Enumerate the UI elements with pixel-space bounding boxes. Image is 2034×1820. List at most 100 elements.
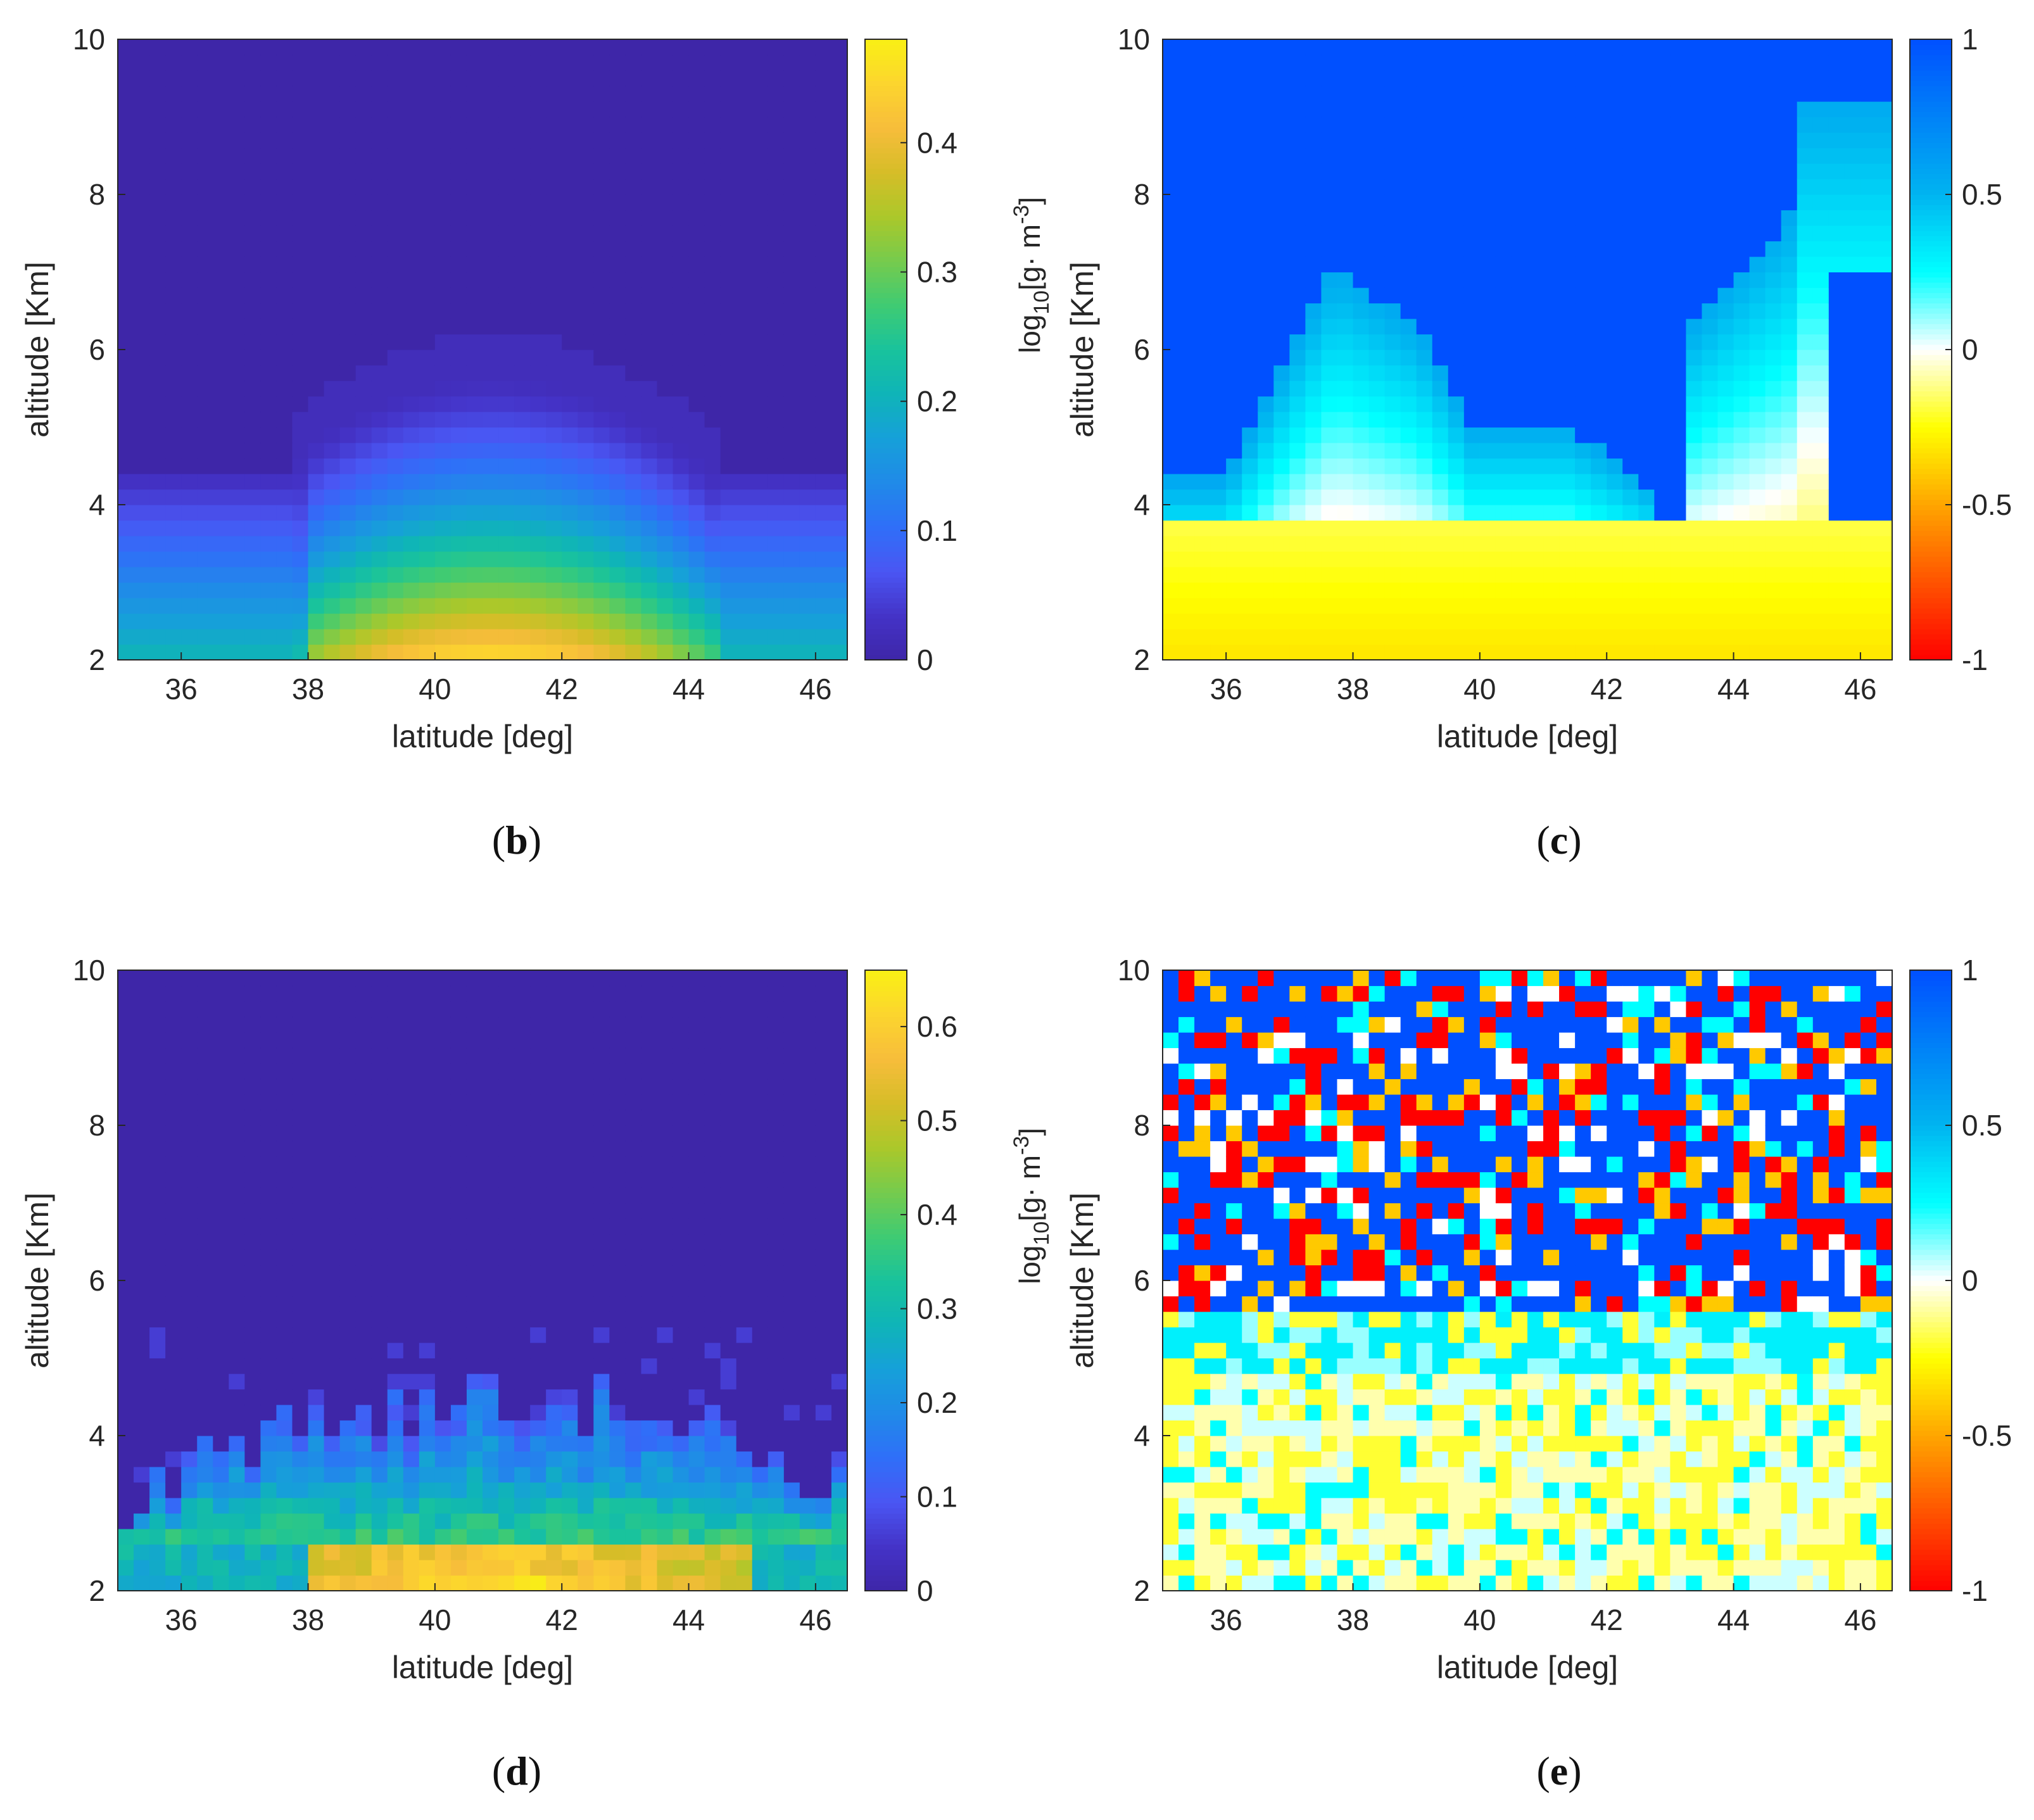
heatmap-cell (578, 567, 594, 583)
heatmap-cell (434, 225, 452, 242)
heatmap-cell (1163, 613, 1179, 629)
heatmap-cell (450, 365, 467, 381)
heatmap-cell (419, 1249, 436, 1266)
heatmap-cell (466, 1280, 483, 1297)
heatmap-cell (134, 1109, 150, 1126)
colorbar-segment (865, 608, 907, 614)
heatmap-cell (1321, 194, 1338, 211)
heatmap-cell (799, 179, 816, 195)
heatmap-cell (1575, 39, 1591, 56)
heatmap-cell (498, 1389, 515, 1405)
heatmap-cell (1622, 520, 1639, 536)
heatmap-cell (134, 474, 150, 490)
heatmap-cell (1321, 85, 1338, 102)
heatmap-cell (1305, 148, 1322, 164)
heatmap-cell (1638, 489, 1655, 505)
heatmap-cell (831, 210, 848, 226)
heatmap-cell (308, 1544, 325, 1560)
heatmap-cell (324, 1063, 341, 1080)
heatmap-cell (308, 644, 325, 660)
heatmap-cell (276, 334, 293, 350)
heatmap-cell (625, 194, 642, 211)
heatmap-cell (736, 381, 753, 397)
heatmap-cell (1797, 350, 1814, 366)
heatmap-cell (514, 256, 531, 273)
heatmap-cell (134, 1265, 150, 1281)
heatmap-cell (324, 613, 341, 629)
heatmap-cell (118, 396, 134, 412)
heatmap-cell (466, 381, 483, 397)
heatmap-cell (657, 272, 674, 288)
colorbar-segment (1910, 288, 1952, 293)
colorbar-segment (865, 556, 907, 562)
heatmap-cell (324, 70, 341, 87)
heatmap-cell (1194, 567, 1211, 583)
heatmap-cell (260, 598, 277, 614)
heatmap-cell (403, 629, 420, 645)
heatmap-cell (371, 1280, 388, 1297)
heatmap-cell (1305, 319, 1322, 335)
heatmap-cell (1638, 194, 1655, 211)
heatmap-cell (229, 1560, 245, 1576)
heatmap-cell (1432, 179, 1449, 195)
heatmap-cell (498, 163, 515, 180)
heatmap-cell (815, 567, 832, 583)
heatmap-cell (1258, 148, 1274, 164)
heatmap-cell (1527, 520, 1544, 536)
heatmap-cell (355, 1560, 372, 1576)
heatmap-cell (371, 225, 388, 242)
heatmap-cell (308, 381, 325, 397)
heatmap-cell (197, 489, 213, 505)
heatmap-cell (1702, 101, 1719, 118)
heatmap-cell (1463, 334, 1481, 350)
heatmap-cell (1194, 474, 1211, 490)
heatmap-cell (134, 1467, 150, 1483)
heatmap-cell (118, 567, 134, 583)
heatmap-cell (339, 1529, 357, 1545)
colorbar-segment (1910, 629, 1952, 635)
heatmap-cell (229, 1265, 245, 1281)
colorbar-segment (865, 525, 907, 531)
heatmap-cell (339, 1125, 357, 1142)
colorbar-segment (1910, 65, 1952, 71)
heatmap-cell (403, 1047, 420, 1064)
heatmap-cell (165, 1032, 182, 1049)
heatmap-cell (1749, 148, 1766, 164)
heatmap-cell (403, 288, 420, 304)
colorbar-segment (865, 375, 907, 381)
heatmap-cell (530, 132, 546, 149)
heatmap-cell (1686, 551, 1703, 567)
heatmap-cell (1448, 458, 1465, 474)
heatmap-cell (1733, 536, 1750, 552)
heatmap-cell (1797, 39, 1814, 56)
heatmap-cell (720, 412, 737, 428)
heatmap-cell (466, 210, 483, 226)
heatmap-cell (562, 319, 578, 335)
heatmap-cell (1812, 241, 1829, 257)
heatmap-cell (324, 412, 341, 428)
heatmap-cell (720, 132, 737, 149)
heatmap-cell (308, 489, 325, 505)
heatmap-cell (229, 458, 245, 474)
heatmap-cell (1844, 319, 1861, 335)
heatmap-cell (371, 1172, 388, 1188)
heatmap-cell (1495, 148, 1512, 164)
heatmap-cell (1765, 489, 1782, 505)
heatmap-cell (324, 474, 341, 490)
heatmap-cell (704, 319, 721, 335)
heatmap-cell (1463, 551, 1481, 567)
heatmap-cell (1654, 629, 1671, 645)
heatmap-cell (1258, 396, 1274, 412)
heatmap-cell (1495, 520, 1512, 536)
heatmap-cell (1559, 536, 1576, 552)
heatmap-cell (1194, 489, 1211, 505)
heatmap-cell (1812, 613, 1829, 629)
colorbar-segment (865, 256, 907, 262)
heatmap-cell (118, 179, 134, 195)
heatmap-cell (450, 1374, 467, 1390)
heatmap-cell (498, 474, 515, 490)
heatmap-cell (308, 1498, 325, 1514)
heatmap-cell (1258, 319, 1274, 335)
heatmap-cell (593, 396, 610, 412)
heatmap-cell (165, 117, 182, 133)
